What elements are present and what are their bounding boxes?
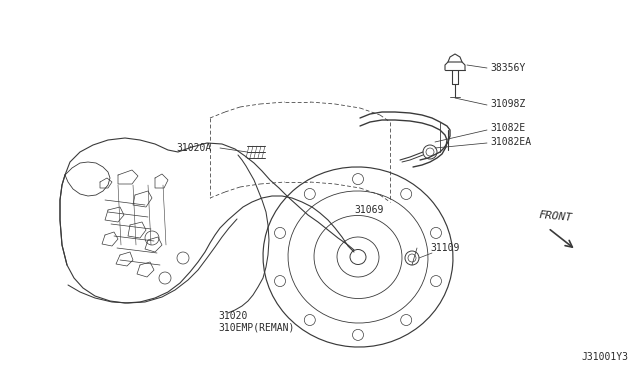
- Text: 38356Y: 38356Y: [490, 63, 525, 73]
- Text: 31069: 31069: [354, 205, 383, 215]
- Text: FRONT: FRONT: [538, 210, 573, 223]
- Text: 31020: 31020: [218, 311, 248, 321]
- Text: J31001Y3: J31001Y3: [581, 352, 628, 362]
- Text: 31020A: 31020A: [177, 143, 212, 153]
- Text: 31109: 31109: [430, 243, 460, 253]
- Text: 31098Z: 31098Z: [490, 99, 525, 109]
- Text: 310EMP(REMAN): 310EMP(REMAN): [218, 322, 294, 332]
- Text: 31082EA: 31082EA: [490, 137, 531, 147]
- Text: 31082E: 31082E: [490, 123, 525, 133]
